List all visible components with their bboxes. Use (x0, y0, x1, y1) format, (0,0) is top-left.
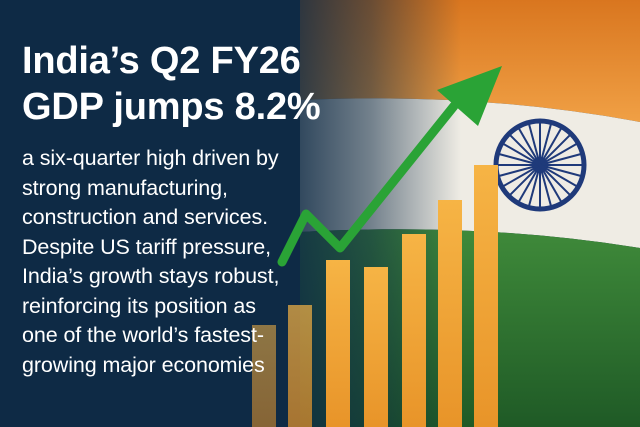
headline: India’s Q2 FY26 GDP jumps 8.2% (22, 38, 382, 130)
headline-line: GDP jumps 8.2% (22, 86, 321, 128)
growth-bar (438, 200, 462, 427)
summary-line: growing major economies (22, 352, 265, 377)
summary-line: Despite US tariff pressure, (22, 234, 272, 259)
growth-bar (252, 325, 276, 427)
trend-arrow-icon (277, 66, 502, 267)
summary-text: a six-quarter high driven by strong manu… (22, 144, 382, 380)
growth-bar (326, 260, 350, 427)
summary-line: one of the world’s fastest- (22, 323, 264, 347)
growth-bar (402, 234, 426, 427)
summary-line: reinforcing its position as (22, 293, 256, 318)
summary-line: a six-quarter high driven by (22, 146, 279, 170)
growth-bar (364, 267, 388, 427)
growth-bars (252, 165, 498, 427)
growth-bar (474, 165, 498, 427)
summary-line: construction and services. (22, 205, 268, 229)
growth-bar (288, 305, 312, 427)
headline-line: India’s Q2 FY26 (22, 40, 301, 82)
summary-line: strong manufacturing, (22, 175, 228, 200)
summary-line: India’s growth stays robust, (22, 264, 280, 288)
